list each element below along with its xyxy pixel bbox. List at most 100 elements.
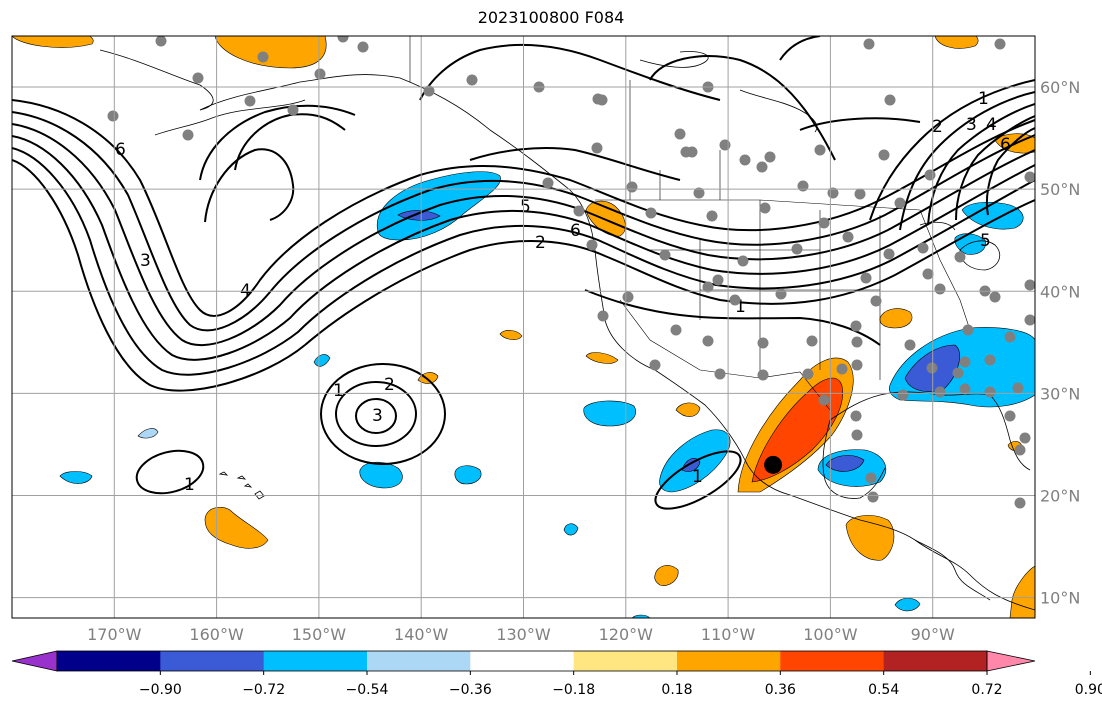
contour-high-2 [335,381,417,447]
contour-label-6: 6 [570,221,581,241]
contour-label-1d: 1 [735,297,746,317]
longitude-tick-label: 90°W [911,625,955,644]
colorbar-tick-label: 0.18 [661,682,692,698]
station-dot [757,369,769,381]
colorbar-segment [57,651,161,671]
colorbar-tick-label: −0.90 [139,682,182,698]
station-dot [954,251,966,263]
colorbar-tick-label: −0.54 [346,682,389,698]
colorbar-segment [780,651,885,671]
contour-label-1c: 1 [692,467,703,487]
contour-label-3: 3 [372,406,383,426]
station-dot [897,389,909,401]
contour-label-2: 2 [384,375,395,395]
station-dot [737,255,749,267]
station-dot [423,85,435,97]
station-dot [591,142,603,154]
station-dot [802,368,814,380]
longitude-tick-label: 120°W [599,625,654,644]
station-dot [851,336,863,348]
station-dot [244,95,256,107]
contour-label-2c: 2 [932,117,943,137]
station-dot [757,337,769,349]
station-dot [850,410,862,422]
station-dot [818,217,830,229]
latitude-tick-label: 60°N [1040,78,1080,97]
station-dot [867,491,879,503]
station-dot [842,231,854,243]
station-dot [542,177,554,189]
longitude-tick-label: 160°W [189,625,244,644]
station-dot [1014,444,1026,456]
longitude-tick-label: 140°W [394,625,449,644]
colorbar: −0.90 −0.72 −0.54 −0.36 −0.18 0.18 0.36 0.54 0.7… [11,650,1102,698]
station-dot [926,362,938,374]
station-dot [466,74,478,86]
station-dot [686,146,698,158]
contour-high-3 [355,398,397,434]
station-dot [693,187,705,199]
colorbar-segment [367,651,471,671]
station-dot [1024,314,1035,326]
station-dot [719,139,731,151]
storm-center-marker [764,455,783,474]
station-dot [878,149,890,161]
station-dot [797,180,809,192]
station-dot [1019,432,1031,444]
colorbar-outline [56,650,988,672]
station-dot [706,210,718,222]
height-contours [12,36,1035,510]
station-dot [674,128,686,140]
colorbar-segment [160,651,265,671]
station-dot [586,239,598,251]
colorbar-extend-low [11,650,58,672]
station-dot [959,356,971,368]
station-dot [759,202,771,214]
station-dot [596,94,608,106]
colorbar-segment [677,651,781,671]
latitude-tick-label: 30°N [1040,384,1080,403]
station-dot [739,154,751,166]
contour-label-2b: 2 [535,233,546,253]
station-dot [659,249,671,261]
station-dot [924,169,936,181]
station-dot [984,386,996,398]
latitude-labels: 10°N 20°N 30°N 40°N 50°N 60°N [1040,78,1080,608]
map-border [11,35,1036,619]
contour-label-5: 5 [520,197,531,217]
latitude-tick-label: 50°N [1040,180,1080,199]
station-dot [1024,171,1035,183]
station-dot [894,197,906,209]
contour-high-1 [320,363,446,465]
station-dot [764,151,776,163]
station-dot [814,144,826,156]
station-dot [670,324,682,336]
contour-label-1e: 1 [978,89,989,109]
map-title: 2023100800 F084 [477,8,625,27]
station-dot [865,472,877,484]
station-dot [922,268,934,280]
station-dot [155,36,167,47]
station-dot [287,104,299,116]
station-dot [854,188,866,200]
colorbar-tick-label: 0.90 [1075,682,1102,698]
station-dot [860,272,872,284]
station-dot [818,394,830,406]
station-dot [1012,382,1024,394]
station-dot [622,291,634,303]
station-dot [1004,410,1016,422]
station-dot [314,68,326,80]
station-dot [952,367,964,379]
contour-label-1: 1 [333,381,344,401]
longitude-tick-label: 100°W [803,625,858,644]
colorbar-extend-high [986,650,1036,672]
station-dot [756,161,768,173]
station-dot [702,281,714,293]
station-dot [884,94,896,106]
latitude-tick-label: 20°N [1040,486,1080,505]
station-dot [959,383,971,395]
station-dot [182,129,194,141]
colorbar-tick-label: 0.36 [765,682,796,698]
colorbar-tick-label: 0.72 [971,682,1002,698]
